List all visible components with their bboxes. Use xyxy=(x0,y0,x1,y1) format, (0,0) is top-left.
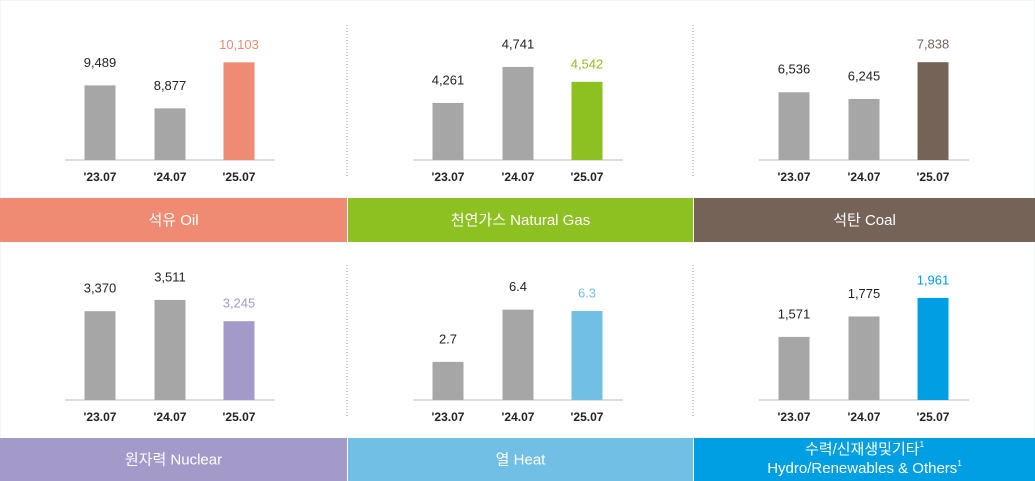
bar xyxy=(778,92,810,160)
banner-text: 원자력 Nuclear xyxy=(125,451,222,468)
footnote-mark: 1 xyxy=(920,440,925,449)
value-label: 2.7 xyxy=(439,331,457,346)
bar xyxy=(848,316,880,400)
x-tick-label: '24.07 xyxy=(154,410,187,424)
value-label: 6,536 xyxy=(778,62,811,77)
x-tick-label: '25.07 xyxy=(917,410,950,424)
value-label: 4,542 xyxy=(571,56,604,71)
x-tick-label: '24.07 xyxy=(154,170,187,184)
value-label: 1,961 xyxy=(917,272,950,287)
bar xyxy=(154,108,186,160)
value-label: 3,511 xyxy=(154,269,186,284)
banner xyxy=(694,198,1035,242)
bar xyxy=(223,62,255,161)
x-tick-label: '25.07 xyxy=(223,410,256,424)
banner-line: 수력/신재생및기타 xyxy=(805,441,920,458)
banner xyxy=(348,438,693,481)
banner xyxy=(694,438,1035,481)
bar xyxy=(432,361,464,400)
banner-text: 열 Heat xyxy=(496,451,546,468)
banner-text: 석유 Oil xyxy=(148,212,198,229)
value-label: 7,838 xyxy=(917,37,950,52)
banner xyxy=(0,198,347,242)
bar xyxy=(84,311,116,400)
banner xyxy=(348,198,693,242)
bar xyxy=(848,98,880,160)
footnote-mark: 1 xyxy=(957,459,962,468)
bar xyxy=(154,299,186,400)
value-label: 6,245 xyxy=(848,68,881,83)
value-label: 4,261 xyxy=(432,72,465,87)
banner-line: Hydro/Renewables & Others xyxy=(767,460,957,477)
banner-text: 수력/신재생및기타1 xyxy=(805,440,925,458)
banner-text: 천연가스 Natural Gas xyxy=(451,212,590,229)
value-label: 4,741 xyxy=(502,36,535,51)
x-tick-label: '23.07 xyxy=(84,410,117,424)
x-tick-label: '25.07 xyxy=(917,170,950,184)
x-tick-label: '25.07 xyxy=(571,170,604,184)
x-tick-label: '24.07 xyxy=(848,170,881,184)
x-tick-label: '24.07 xyxy=(502,410,535,424)
bar xyxy=(778,336,810,400)
value-label: 9,489 xyxy=(84,55,117,70)
bar xyxy=(917,297,949,400)
x-tick-label: '23.07 xyxy=(778,410,811,424)
bar xyxy=(502,66,534,160)
x-tick-label: '25.07 xyxy=(571,410,604,424)
x-tick-label: '24.07 xyxy=(502,170,535,184)
bar xyxy=(84,85,116,160)
x-tick-label: '23.07 xyxy=(432,170,465,184)
banner-text: Hydro/Renewables & Others1 xyxy=(767,459,962,477)
value-label: 1,775 xyxy=(848,286,881,301)
bar xyxy=(571,311,603,400)
bar xyxy=(432,102,464,160)
value-label: 6.3 xyxy=(578,285,596,300)
value-label: 3,370 xyxy=(84,281,117,296)
bar xyxy=(502,309,534,400)
bar xyxy=(223,321,255,400)
x-tick-label: '25.07 xyxy=(223,170,256,184)
x-tick-label: '23.07 xyxy=(778,170,811,184)
value-label: 10,103 xyxy=(219,37,259,52)
bar xyxy=(917,62,949,161)
banner-text: 석탄 Coal xyxy=(833,212,896,229)
value-label: 6.4 xyxy=(509,279,527,294)
value-label: 1,571 xyxy=(778,306,811,321)
x-tick-label: '24.07 xyxy=(848,410,881,424)
value-label: 8,877 xyxy=(154,78,187,93)
bar xyxy=(571,81,603,160)
value-label: 3,245 xyxy=(223,296,256,311)
x-tick-label: '23.07 xyxy=(84,170,117,184)
x-tick-label: '23.07 xyxy=(432,410,465,424)
banner xyxy=(0,438,347,481)
